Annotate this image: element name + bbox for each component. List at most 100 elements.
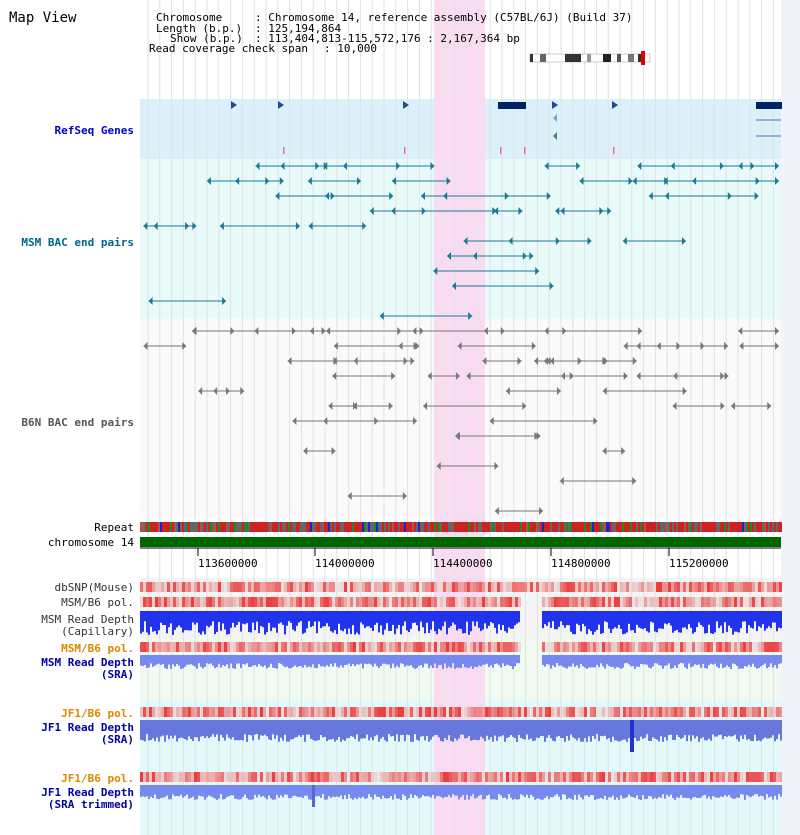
depth-bar [290,720,292,740]
repeat-block [268,522,270,532]
depth-bar [408,785,410,799]
depth-bar [246,785,248,799]
depth-bar [270,611,272,632]
msm-b6-pol-label[interactable]: MSM/B6 pol. [61,596,134,609]
pol-cell [473,707,476,717]
pol-cell [677,597,680,607]
pol-cell [389,642,392,652]
pol-cell [761,597,764,607]
pol-cell [557,597,560,607]
pol-cell [659,597,662,607]
pol-cell [674,772,677,782]
repeat-block [288,522,290,532]
depth-bar [322,611,324,627]
jf1-read-depth-trimmed-label[interactable]: JF1 Read Depth (SRA trimmed) [41,787,134,811]
repeat-block [282,522,284,532]
bac-end [638,327,643,335]
depth-bar [608,655,610,666]
depth-bar [766,655,768,669]
depth-bar [684,611,686,628]
pol-cell [521,582,524,592]
repeat-block [246,522,248,532]
pol-cell [257,707,260,717]
depth-bar [250,720,252,736]
pol-cell [539,582,542,592]
pol-cell [656,642,659,652]
b6n-bac-end-pairs-label[interactable]: B6N BAC end pairs [21,416,134,429]
pol-cell [221,582,224,592]
bac-end [413,417,418,425]
pol-cell [473,642,476,652]
pol-cell [650,597,653,607]
depth-bar [174,720,176,736]
depth-bar [470,611,472,632]
depth-bar [144,655,146,665]
depth-bar [598,611,600,625]
depth-bar [456,611,458,631]
pol-cell [140,772,143,782]
depth-bar [408,655,410,666]
depth-bar [218,785,220,799]
depth-bar [362,655,364,669]
depth-bar [688,611,690,625]
depth-bar [144,785,146,798]
repeat-block [226,522,228,532]
pol-cell [209,642,212,652]
depth-bar [566,720,568,737]
depth-bar [284,720,286,735]
bac-end [403,357,408,365]
depth-bar [510,785,512,798]
bac-end [308,222,313,230]
msm-read-depth-sra-label[interactable]: MSM Read Depth (SRA) [41,657,134,681]
depth-bar [326,611,328,624]
depth-bar [330,720,332,740]
msm-read-depth-capillary-label[interactable]: MSM Read Depth (Capillary) [41,614,134,638]
depth-bar [384,611,386,630]
pol-cell [488,642,491,652]
pol-cell [569,642,572,652]
refseq-genes-label[interactable]: RefSeq Genes [54,124,134,137]
pol-cell [188,642,191,652]
pol-cell [731,772,734,782]
depth-bar [458,785,460,800]
depth-bar [674,611,676,631]
repeat-block [752,522,754,532]
depth-bar [608,785,610,798]
depth-bar [176,785,178,797]
dbsnp-label[interactable]: dbSNP(Mouse) [54,581,134,594]
depth-bar [542,655,544,666]
bac-end [599,207,604,215]
show-value: : 113,404,813-115,572,176 : 2,167,364 bp [255,32,520,45]
depth-bar [674,785,676,800]
jf1-read-depth-sra-label[interactable]: JF1 Read Depth (SRA) [41,722,134,746]
pol-cell [482,597,485,607]
depth-bar [414,720,416,735]
bac-end [206,177,211,185]
pol-cell [257,642,260,652]
pol-cell [554,707,557,717]
depth-bar [602,611,604,634]
msm-b6-pol-sra-label[interactable]: MSM/B6 pol. [61,642,134,655]
pol-cell [359,582,362,592]
pol-cell [641,642,644,652]
jf1-b6-pol-label[interactable]: JF1/B6 pol. [61,707,134,720]
pol-cell [332,772,335,782]
repeat-block [386,522,388,532]
depth-bar [520,785,522,795]
depth-bar [774,785,776,796]
pol-cell [185,582,188,592]
pol-cell [671,772,674,782]
depth-bar [554,720,556,742]
repeat-block [742,522,744,532]
depth-bar [494,720,496,736]
depth-bar [350,720,352,736]
depth-bar [690,720,692,742]
repeat-block [700,522,702,532]
pol-cell [365,642,368,652]
depth-bar [708,655,710,666]
repeat-block [766,522,768,532]
depth-bar [420,785,422,798]
jf1-b6-pol-trimmed-label[interactable]: JF1/B6 pol. [61,772,134,785]
bac-end [546,192,551,200]
msm-bac-end-pairs-label[interactable]: MSM BAC end pairs [21,236,134,249]
